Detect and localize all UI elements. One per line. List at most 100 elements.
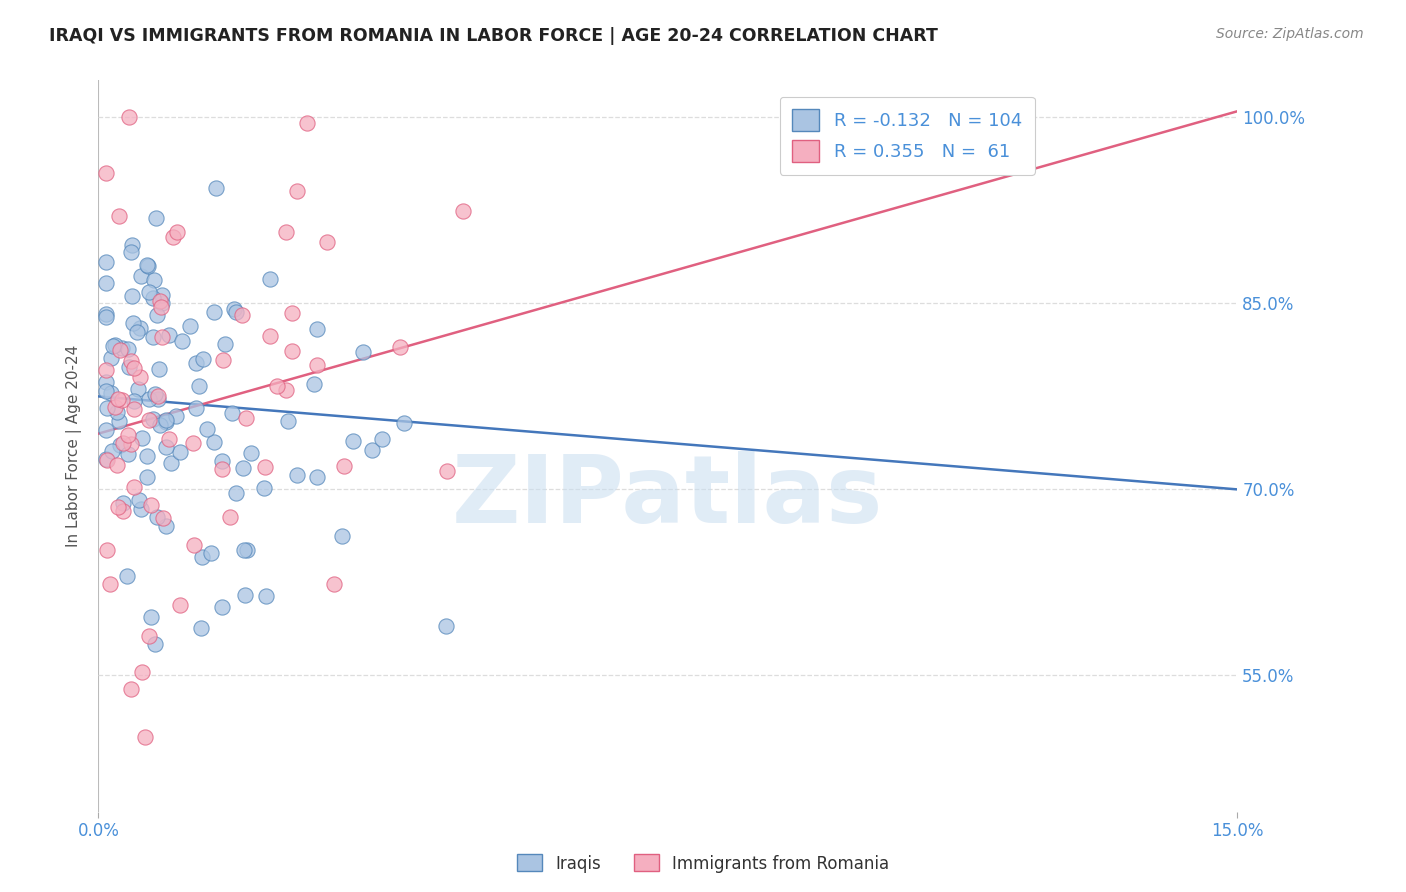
- Point: [333, 458, 356, 473]
- Point: [136, 258, 159, 272]
- Point: [94, 310, 117, 324]
- Point: [121, 317, 143, 331]
- Legend: Iraqis, Immigrants from Romania: Iraqis, Immigrants from Romania: [510, 847, 896, 880]
- Point: [276, 383, 298, 397]
- Point: [107, 392, 129, 407]
- Point: [107, 500, 129, 514]
- Point: [155, 412, 177, 426]
- Point: [342, 434, 364, 448]
- Point: [105, 458, 128, 473]
- Point: [115, 569, 138, 583]
- Point: [143, 637, 166, 651]
- Point: [195, 422, 218, 436]
- Point: [152, 511, 174, 525]
- Point: [155, 416, 177, 430]
- Point: [111, 503, 134, 517]
- Point: [150, 301, 173, 315]
- Point: [304, 377, 326, 392]
- Point: [295, 116, 318, 130]
- Point: [254, 589, 277, 603]
- Point: [101, 339, 124, 353]
- Point: [111, 341, 134, 355]
- Point: [136, 449, 159, 463]
- Point: [170, 334, 193, 348]
- Point: [352, 344, 374, 359]
- Point: [122, 361, 145, 376]
- Point: [138, 392, 160, 406]
- Point: [152, 330, 174, 344]
- Point: [96, 543, 118, 558]
- Point: [96, 401, 118, 416]
- Point: [108, 414, 131, 428]
- Text: Source: ZipAtlas.com: Source: ZipAtlas.com: [1216, 27, 1364, 41]
- Point: [142, 291, 165, 305]
- Point: [281, 344, 304, 359]
- Point: [280, 305, 302, 319]
- Point: [211, 454, 233, 468]
- Point: [94, 276, 117, 290]
- Point: [259, 328, 281, 343]
- Text: ZIPatlas: ZIPatlas: [453, 451, 883, 543]
- Point: [190, 622, 212, 636]
- Point: [112, 435, 135, 450]
- Point: [434, 619, 457, 633]
- Point: [181, 436, 204, 450]
- Point: [274, 225, 297, 239]
- Point: [232, 542, 254, 557]
- Point: [94, 452, 117, 467]
- Point: [105, 405, 128, 419]
- Point: [118, 111, 141, 125]
- Point: [266, 379, 288, 393]
- Point: [149, 418, 172, 433]
- Point: [127, 383, 149, 397]
- Point: [145, 309, 167, 323]
- Point: [330, 529, 353, 543]
- Point: [111, 496, 134, 510]
- Point: [128, 492, 150, 507]
- Point: [94, 255, 117, 269]
- Point: [118, 360, 141, 375]
- Point: [218, 510, 240, 524]
- Point: [211, 462, 233, 476]
- Point: [122, 393, 145, 408]
- Point: [117, 446, 139, 460]
- Point: [150, 295, 173, 310]
- Point: [240, 446, 263, 460]
- Point: [983, 111, 1005, 125]
- Point: [136, 469, 159, 483]
- Point: [212, 353, 235, 368]
- Point: [94, 424, 117, 438]
- Point: [371, 432, 394, 446]
- Point: [120, 245, 142, 260]
- Point: [96, 363, 118, 377]
- Point: [155, 518, 177, 533]
- Point: [94, 375, 117, 389]
- Point: [165, 409, 187, 423]
- Point: [323, 577, 346, 591]
- Point: [121, 238, 143, 252]
- Point: [138, 629, 160, 643]
- Point: [183, 538, 205, 552]
- Point: [451, 204, 474, 219]
- Point: [110, 438, 132, 452]
- Point: [131, 431, 153, 445]
- Point: [392, 417, 415, 431]
- Point: [129, 502, 152, 516]
- Point: [94, 166, 117, 180]
- Point: [120, 354, 142, 368]
- Point: [186, 401, 208, 415]
- Point: [111, 393, 134, 408]
- Point: [360, 443, 382, 458]
- Point: [254, 460, 277, 475]
- Point: [138, 285, 160, 300]
- Point: [129, 269, 152, 284]
- Point: [305, 469, 328, 483]
- Point: [141, 498, 163, 512]
- Point: [436, 464, 458, 478]
- Point: [232, 461, 254, 475]
- Point: [225, 305, 247, 319]
- Point: [143, 273, 166, 287]
- Point: [131, 665, 153, 679]
- Point: [305, 358, 328, 372]
- Legend: R = -0.132   N = 104, R = 0.355   N =  61: R = -0.132 N = 104, R = 0.355 N = 61: [779, 96, 1035, 175]
